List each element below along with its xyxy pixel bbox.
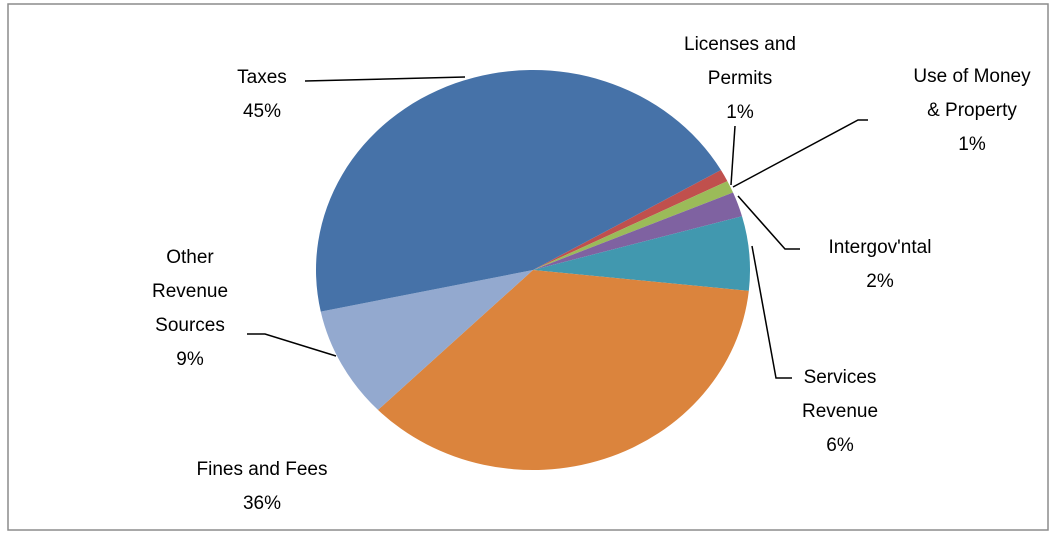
slice-label: Services Revenue 6% (795, 361, 885, 463)
slice-name: Other Revenue Sources (151, 247, 229, 336)
pie (316, 70, 750, 471)
leader-line (304, 76, 466, 82)
slice-value: 1% (958, 134, 986, 155)
slice-label: Licenses and Permits 1% (675, 28, 805, 130)
pie-slice (316, 70, 721, 312)
leader-line (732, 119, 868, 188)
slice-value: 9% (176, 349, 204, 370)
slice-name: Fines and Fees (196, 459, 328, 480)
slice-value: 2% (866, 271, 894, 292)
slice-name: Licenses and Permits (684, 34, 796, 89)
leader-line (247, 333, 337, 357)
leader-lines (247, 76, 868, 379)
leader-line (751, 245, 792, 379)
slice-label: Taxes 45% (212, 61, 312, 129)
slice-value: 45% (242, 101, 282, 122)
leader-line (737, 195, 800, 250)
slice-name: Intergov'ntal (828, 237, 932, 258)
slice-value: 1% (726, 102, 754, 123)
slice-value: 6% (826, 435, 854, 456)
pie-slice (320, 270, 533, 410)
slice-name: Use of Money & Property (913, 66, 1031, 121)
slice-value: 36% (242, 493, 282, 514)
pie-slice (533, 181, 734, 270)
pie-slice (533, 216, 750, 291)
slice-name: Taxes (237, 67, 287, 88)
pie-slice (533, 192, 743, 270)
leader-line (730, 125, 736, 186)
slice-label: Other Revenue Sources 9% (145, 241, 235, 377)
slice-label: Use of Money & Property 1% (906, 60, 1038, 162)
slice-label: Fines and Fees 36% (162, 453, 362, 521)
pie-slice (533, 170, 728, 270)
slice-name: Services Revenue (801, 367, 879, 422)
slice-label: Intergov'ntal 2% (805, 231, 955, 299)
pie-slice (377, 270, 749, 471)
